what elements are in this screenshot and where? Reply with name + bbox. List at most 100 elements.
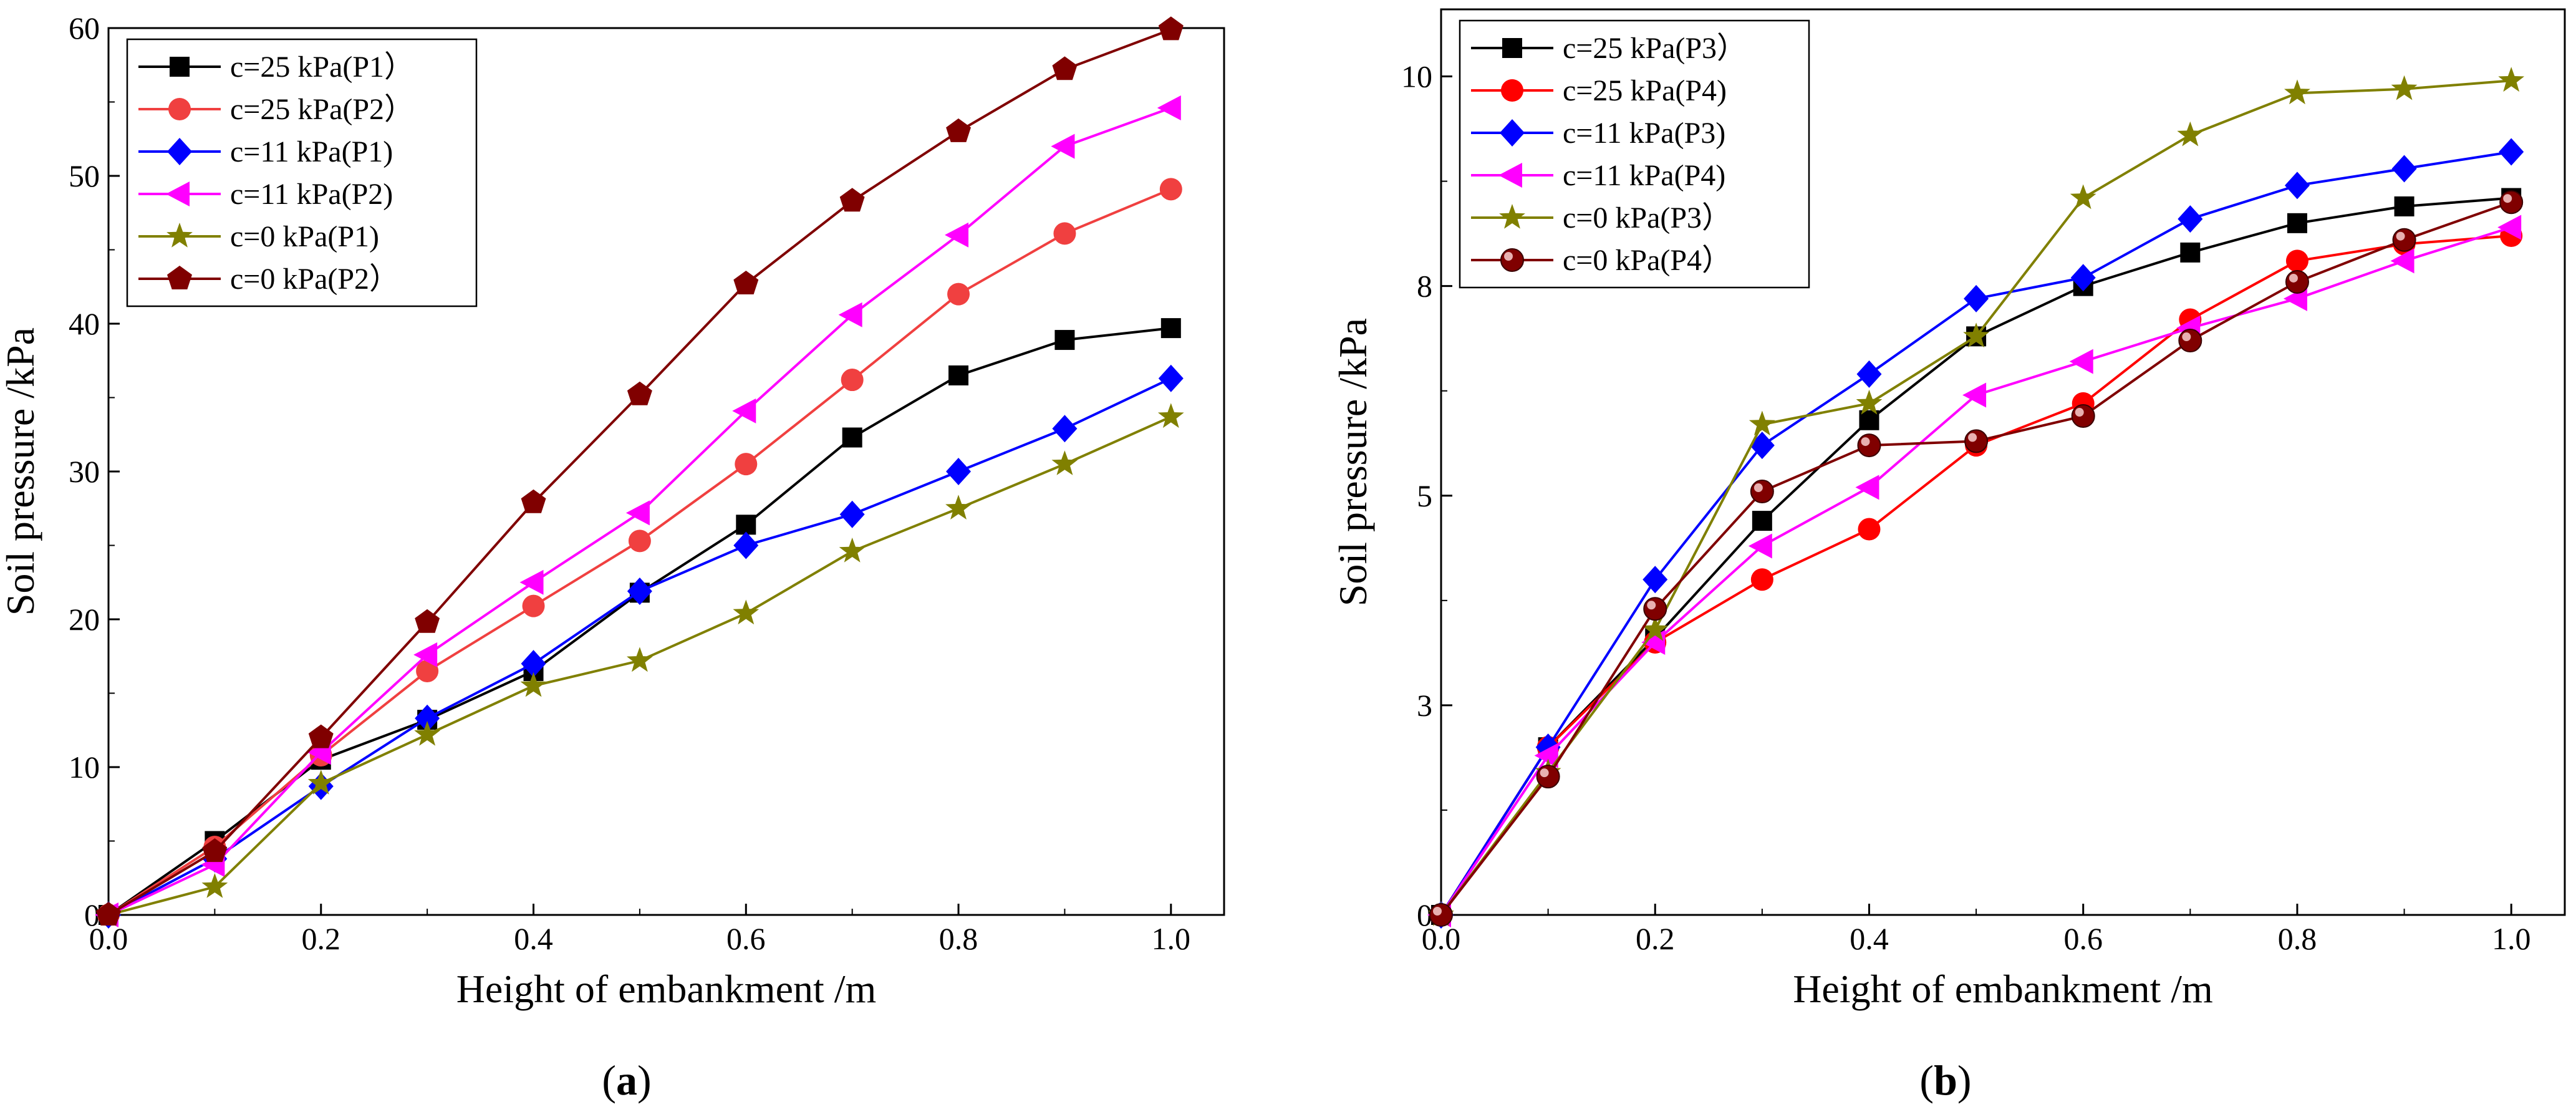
panel-b-data-point <box>2392 228 2416 252</box>
panel-b-data-point <box>1534 743 1558 768</box>
panel-a-data-point <box>521 650 546 678</box>
panel-b-x-tick-label: 0.8 <box>2278 921 2317 956</box>
panel-a-series-5 <box>96 16 1184 926</box>
panel-b-data-point <box>2177 121 2204 147</box>
panel-a-data-point <box>1158 364 1184 392</box>
panel-b-data-point <box>1855 475 1879 500</box>
panel-a-series-4 <box>95 403 1184 926</box>
panel-a-data-point <box>521 489 546 513</box>
panel-a-data-point <box>307 770 334 795</box>
panel-a-legend-label: c=11 kPa(P1) <box>230 135 393 168</box>
panel-b-data-point <box>2499 138 2524 166</box>
panel-a-x-tick-label: 1.0 <box>1152 921 1191 956</box>
panel-b-data-point <box>2284 79 2310 105</box>
panel-a-data-point <box>1051 450 1078 475</box>
panel-a-y-tick-label: 50 <box>69 158 100 193</box>
panel-a-data-point <box>945 222 969 248</box>
panel-a-data-point <box>839 500 865 528</box>
panel-a-data-point <box>1157 403 1184 428</box>
panel-b-y-axis-title: Soil pressure /kPa <box>1331 318 1375 606</box>
panel-a-data-point <box>839 538 866 563</box>
panel-b-series-3 <box>1427 215 2522 927</box>
panel-a-data-point <box>1157 95 1181 120</box>
panel-b-data-point-highlight <box>2075 408 2084 417</box>
panel-a-legend-marker <box>166 181 190 206</box>
panel-a-data-point <box>946 458 972 485</box>
panel-b-data-point <box>1752 511 1772 531</box>
panel-b-legend-label: c=25 kPa(P4) <box>1563 74 1727 107</box>
panel-a-data-point <box>415 609 440 633</box>
panel-a-data-point <box>732 398 756 423</box>
panel-a-data-point <box>1054 330 1075 351</box>
panel-b-data-point-highlight <box>1754 483 1763 493</box>
panel-a-legend-box <box>126 38 478 307</box>
panel-b-x-axis-title: Height of embankment /m <box>1793 967 2213 1011</box>
panel-a-data-point <box>946 118 971 142</box>
panel-b-y-tick-label: 10 <box>1401 59 1432 94</box>
panel-a-legend-label: c=11 kPa(P2) <box>230 178 393 211</box>
panel-b-legend-box <box>1459 19 1810 289</box>
panel-b-data-point <box>1642 616 1669 641</box>
panel-b-data-point-highlight <box>1433 907 1442 916</box>
panel-a-y-tick-label: 30 <box>69 454 100 489</box>
panel-b-legend-marker <box>1498 163 1522 188</box>
panel-b-plot-frame <box>1440 8 2566 916</box>
panel-a-legend-marker <box>166 223 193 248</box>
panel-a-data-point <box>627 647 653 672</box>
panel-b-legend-label: c=11 kPa(P3) <box>1563 117 1725 150</box>
panel-b-x-tick-label: 0.4 <box>1850 921 1889 956</box>
panel-b-legend-marker <box>1500 119 1525 147</box>
panel-a-data-point <box>1052 56 1078 80</box>
panel-b-data-point-highlight <box>2396 231 2405 241</box>
panel-a-y-tick-label: 40 <box>69 306 100 341</box>
panel-b-data-point <box>2178 329 2202 353</box>
panel-a-data-point <box>414 720 441 746</box>
panel-a-data-point <box>1051 133 1075 159</box>
panel-a-caption: (a) <box>602 1056 651 1104</box>
panel-a-data-point <box>1052 415 1078 443</box>
panel-b-x-tick-label: 0.6 <box>2063 921 2103 956</box>
panel-b-data-point <box>2178 205 2203 233</box>
panel-b-data-point <box>1962 382 1987 408</box>
panel-a-data-point <box>96 902 121 926</box>
panel-a-data-point <box>627 577 652 605</box>
panel-a-series-line <box>107 327 1172 916</box>
panel-b-data-point <box>2284 172 2310 200</box>
panel-b-data-point <box>2071 404 2095 428</box>
panel-a-data-point <box>947 283 970 306</box>
panel-b-data-point <box>1963 322 1989 348</box>
panel-a-data-point <box>1158 16 1184 41</box>
panel-b-data-point-highlight <box>2182 332 2191 342</box>
panel-a-x-axis-title: Height of embankment /m <box>456 967 877 1011</box>
panel-a-y-tick-label: 10 <box>69 750 100 785</box>
panel-b-legend-marker <box>1500 248 1524 272</box>
panel-a-series-0 <box>99 318 1181 925</box>
panel-a-x-tick-label: 0.8 <box>939 921 978 956</box>
panel-a-data-point <box>415 704 440 732</box>
panel-b-data-point-highlight <box>2503 194 2512 203</box>
panel-b-legend-marker <box>1502 38 1522 58</box>
panel-b-data-point <box>2394 196 2414 216</box>
panel-b-legend-marker <box>1499 204 1525 229</box>
panel-a-legend-marker <box>167 266 192 289</box>
panel-a-data-point <box>736 515 756 535</box>
panel-b-data-point <box>2180 242 2201 263</box>
panel-b-data-point <box>1750 480 1774 504</box>
panel-b-data-point <box>1643 597 1667 621</box>
panel-a-data-point <box>1053 222 1076 245</box>
panel-a-data-point <box>838 302 862 327</box>
panel-b-series-5 <box>1429 190 2524 927</box>
panel-b-data-point-highlight <box>1968 433 1977 442</box>
panel-b-data-point <box>2287 213 2307 233</box>
panel-b-data-point <box>1750 568 1773 591</box>
panel-b-data-point-highlight <box>1647 601 1656 610</box>
panel-a-data-point <box>628 529 651 553</box>
panel-b-legend-label: c=0 kPa(P3） <box>1563 201 1732 234</box>
panel-a-data-point <box>1159 178 1182 201</box>
panel-a-data-point <box>201 873 228 898</box>
panel-b-data-point <box>1856 389 1883 415</box>
panel-a-data-point <box>519 569 544 595</box>
panel-b-data-point <box>2499 190 2524 215</box>
panel-b-data-point <box>1643 566 1668 594</box>
